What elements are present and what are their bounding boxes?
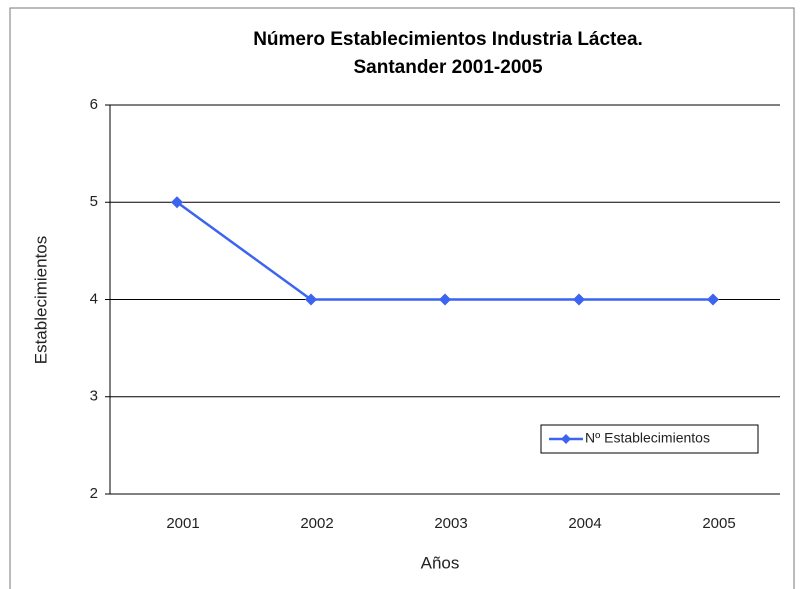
x-tick-label: 2002	[300, 515, 333, 532]
legend-marker	[561, 434, 571, 444]
point	[305, 293, 317, 306]
y-tick-label: 3	[90, 388, 98, 405]
x-tick-label: 2004	[568, 515, 601, 532]
y-tick-label: 5	[90, 193, 98, 210]
y-axis-label: Establecimientos	[31, 236, 50, 365]
y-tick-label: 4	[90, 290, 98, 307]
legend-label: Nº Establecimientos	[585, 430, 710, 446]
point	[439, 293, 451, 306]
y-tick-label: 2	[90, 485, 98, 502]
point	[707, 293, 719, 306]
point	[573, 293, 585, 306]
x-tick-label: 2003	[434, 515, 467, 532]
y-tick-label: 6	[90, 96, 98, 113]
x-axis-label: Años	[421, 553, 460, 572]
x-tick-label: 2005	[702, 515, 735, 532]
chart-title: Número Establecimientos Industria Láctea…	[253, 29, 643, 50]
x-tick-label: 2001	[166, 515, 199, 532]
point	[171, 196, 183, 209]
chart-title: Santander 2001-2005	[353, 57, 542, 78]
